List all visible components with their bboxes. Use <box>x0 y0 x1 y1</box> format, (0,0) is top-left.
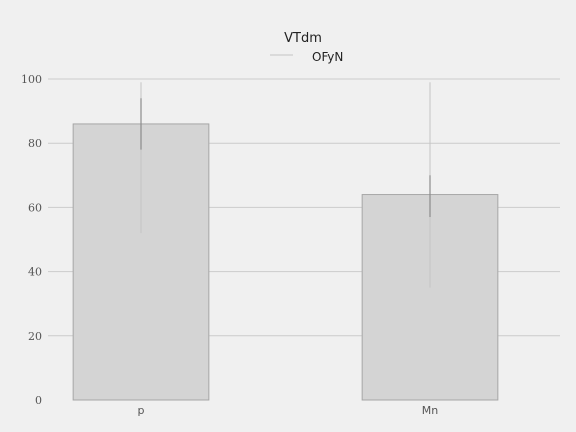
x-tick-label: p <box>138 404 145 417</box>
y-tick-label: 0 <box>35 394 42 407</box>
y-tick-label: 20 <box>28 330 42 343</box>
y-tick-label: 100 <box>21 73 42 86</box>
y-tick-label: 80 <box>28 137 42 150</box>
x-tick-labels: p Mn <box>138 404 439 417</box>
y-tick-labels: 0 20 40 60 80 100 <box>21 73 42 407</box>
x-tick-label: Mn <box>422 404 438 417</box>
bar <box>361 194 499 401</box>
y-tick-label: 60 <box>28 201 42 214</box>
y-tick-label: 40 <box>28 266 42 279</box>
error-bars <box>140 82 431 288</box>
legend: VTdm OFyN <box>270 31 343 64</box>
legend-label: OFyN <box>312 50 343 64</box>
bars <box>72 123 499 401</box>
legend-title: VTdm <box>284 31 322 46</box>
